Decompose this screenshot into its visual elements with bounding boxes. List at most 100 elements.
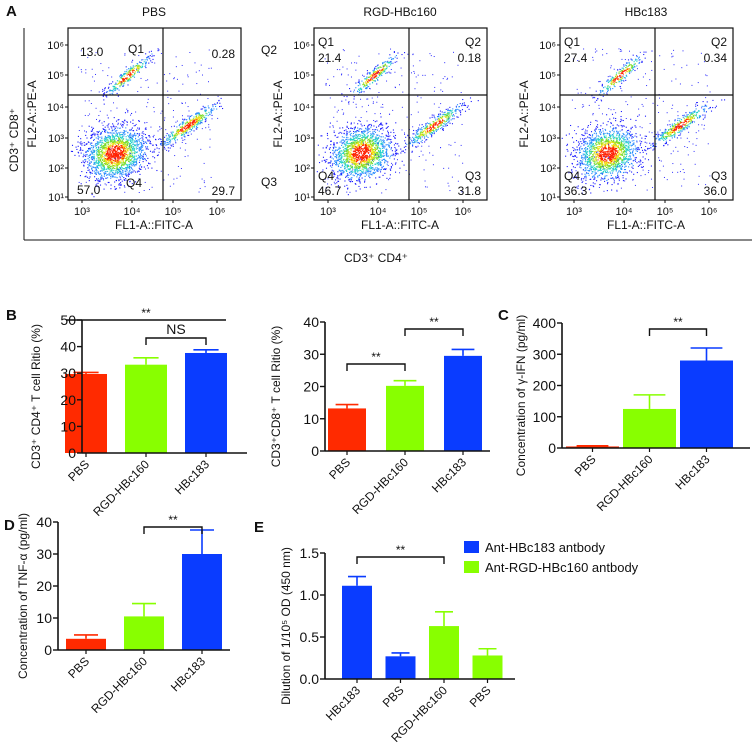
flow-event xyxy=(149,55,151,57)
flow-event xyxy=(379,75,381,77)
flow-event xyxy=(107,137,109,139)
flow-event xyxy=(147,157,149,159)
flow-event xyxy=(415,146,417,148)
flow-event xyxy=(350,154,352,156)
flow-event xyxy=(118,184,120,186)
flow-event xyxy=(111,92,113,94)
flow-event xyxy=(87,150,89,152)
flow-event xyxy=(172,144,174,146)
flow-event xyxy=(383,167,385,170)
flow-event xyxy=(347,176,349,179)
flow-event xyxy=(105,146,107,148)
flow-event xyxy=(348,158,351,160)
flow-event xyxy=(95,173,97,175)
flow-event xyxy=(377,143,379,145)
flow-event xyxy=(97,153,99,155)
flow-event xyxy=(133,156,135,158)
flow-event xyxy=(119,137,121,139)
flow-event xyxy=(104,154,106,156)
flow-event xyxy=(122,141,124,143)
flow-event xyxy=(415,135,417,137)
flow-event xyxy=(351,145,353,147)
flow-event xyxy=(357,147,359,149)
flow-event xyxy=(379,152,381,154)
flow-event xyxy=(124,142,126,144)
flow-event xyxy=(394,163,397,165)
flow-event xyxy=(125,138,127,140)
flow-event xyxy=(346,159,348,161)
flow-event xyxy=(91,168,93,170)
flow-event xyxy=(114,154,116,156)
flow-event xyxy=(123,133,125,135)
flow-event xyxy=(104,159,106,161)
flow-event xyxy=(170,97,172,99)
flow-event xyxy=(341,132,343,134)
flow-event xyxy=(189,119,191,121)
flow-event xyxy=(367,149,369,151)
flow-event xyxy=(361,80,363,82)
flow-event xyxy=(350,159,352,162)
flow-event xyxy=(108,154,110,156)
flow-event xyxy=(167,141,169,144)
flow-event xyxy=(81,142,83,144)
flow-event xyxy=(175,56,177,58)
flow-event xyxy=(109,162,111,164)
flow-event xyxy=(379,71,382,73)
flow-event xyxy=(349,88,351,90)
flow-event xyxy=(366,174,368,176)
flow-event xyxy=(430,129,432,132)
flow-event xyxy=(400,148,402,150)
flow-event xyxy=(339,170,341,172)
flow-event xyxy=(360,87,362,89)
flow-event xyxy=(357,149,360,151)
flow-event xyxy=(337,175,339,177)
flow-event xyxy=(437,126,439,128)
flow-event xyxy=(192,124,194,126)
flow-event xyxy=(353,168,355,170)
flow-event xyxy=(93,196,95,198)
flow-event xyxy=(121,136,123,138)
flow-event xyxy=(365,144,367,146)
flow-event xyxy=(363,146,365,148)
flow-event xyxy=(380,164,382,166)
flow-event xyxy=(420,133,422,135)
flow-event xyxy=(344,185,346,187)
flow-event xyxy=(361,137,363,139)
flow-event xyxy=(198,70,200,72)
flow-event xyxy=(133,134,136,136)
flow-event xyxy=(339,150,341,152)
flow-event xyxy=(212,109,214,112)
flow-event xyxy=(351,160,353,162)
flow-event xyxy=(367,125,369,127)
flow-event xyxy=(128,74,131,76)
flow-event xyxy=(181,64,183,66)
flow-event xyxy=(103,160,105,162)
flow-event xyxy=(382,150,384,152)
flow-event xyxy=(121,137,123,139)
flow-event xyxy=(371,151,373,153)
flow-event xyxy=(208,124,210,126)
flow-event xyxy=(386,67,388,69)
flow-event xyxy=(339,156,341,158)
flow-event xyxy=(100,132,102,134)
flow-event xyxy=(121,138,123,140)
flow-event xyxy=(108,158,110,160)
flow-event xyxy=(103,138,105,140)
flow-event xyxy=(90,150,92,152)
flow-event xyxy=(108,83,110,85)
flow-event xyxy=(135,148,137,150)
flow-event xyxy=(86,172,88,174)
flow-event xyxy=(338,152,340,154)
flow-event xyxy=(107,160,109,162)
flow-event xyxy=(187,76,189,78)
flow-event xyxy=(346,131,348,133)
flow-event xyxy=(355,137,358,139)
flow-event xyxy=(343,155,345,157)
flow-event xyxy=(96,178,98,180)
flow-event xyxy=(373,74,375,77)
flow-event xyxy=(360,89,363,91)
flow-event xyxy=(419,124,421,126)
flow-event xyxy=(182,122,184,124)
flow-event xyxy=(134,72,136,74)
flow-event xyxy=(142,158,144,160)
